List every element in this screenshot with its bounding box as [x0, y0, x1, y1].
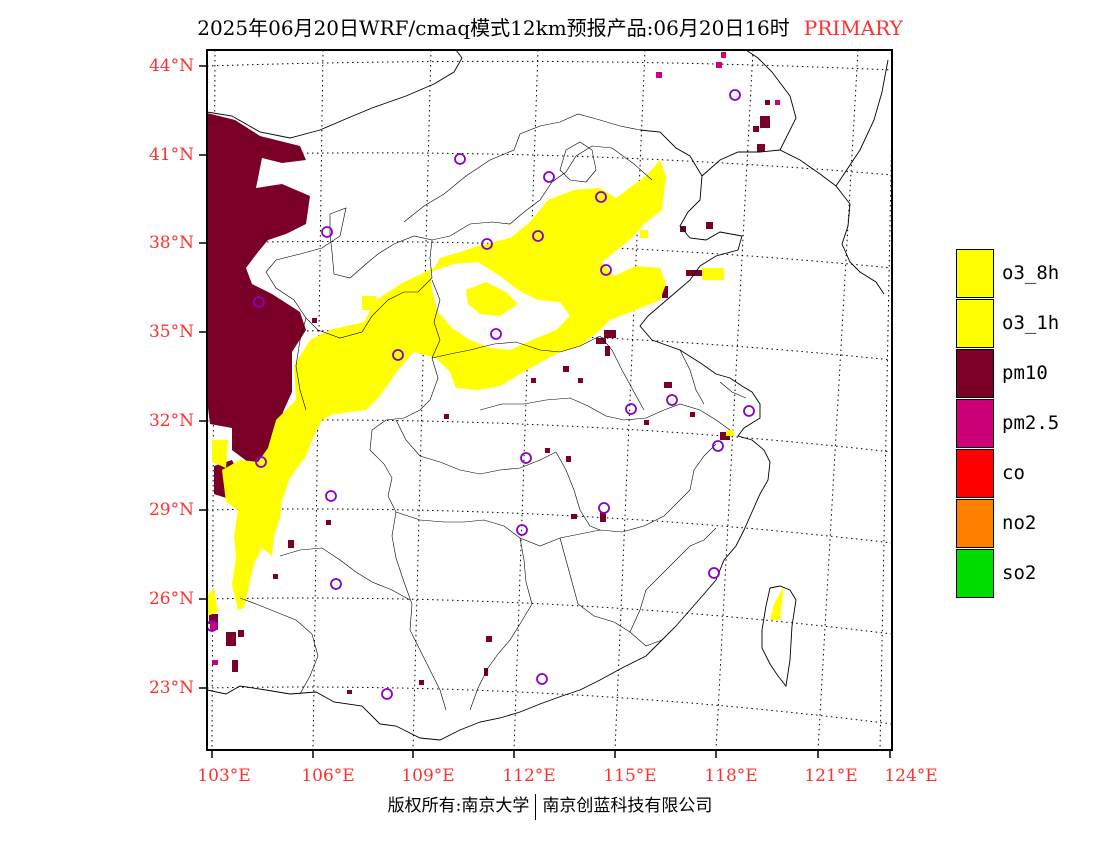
copyright-line: 版权所有:南京大学 南京创蓝科技有限公司 [0, 791, 1100, 820]
legend-label: so2 [1002, 562, 1037, 584]
copyright-separator [535, 793, 537, 820]
copyright-owner: 版权所有:南京大学 [387, 796, 530, 816]
lat-label-38: 38°N [148, 233, 194, 253]
province-borders [239, 113, 747, 711]
city-markers [207, 89, 755, 700]
legend-swatch [956, 249, 994, 298]
legend-swatch [956, 399, 994, 448]
lon-label-103: 103°E [197, 766, 251, 786]
legend-label: pm2.5 [1002, 412, 1060, 434]
legend-label: pm10 [1002, 362, 1048, 384]
lon-label-109: 109°E [401, 766, 455, 786]
lat-label-35: 35°N [148, 322, 194, 342]
lon-label-121: 121°E [804, 766, 858, 786]
lon-label-106: 106°E [301, 766, 355, 786]
boundaries [207, 50, 889, 741]
o3-regions [207, 160, 784, 620]
legend-label: o3_1h [1002, 312, 1060, 334]
title-tag: PRIMARY [803, 16, 903, 40]
map-title: 2025年06月20日WRF/cmaq模式12km预报产品:06月20日16时 P… [0, 12, 1100, 41]
legend-swatch [956, 499, 994, 548]
pm10-regions [207, 100, 770, 694]
lon-label-112: 112°E [502, 766, 556, 786]
pm25-regions [210, 52, 780, 665]
legend-swatch [956, 449, 994, 498]
legend-swatch [956, 549, 994, 598]
legend-label: no2 [1002, 512, 1037, 534]
lon-label-115: 115°E [603, 766, 657, 786]
lat-label-23: 23°N [148, 678, 194, 698]
lat-label-29: 29°N [148, 500, 194, 520]
title-main: 2025年06月20日WRF/cmaq模式12km预报产品:06月20日16时 [197, 16, 790, 40]
legend-label: co [1002, 462, 1025, 484]
lon-label-118: 118°E [704, 766, 758, 786]
axis-ticks [199, 65, 891, 758]
lon-label-124: 124°E [884, 766, 938, 786]
map-frame [206, 49, 893, 751]
legend-label: o3_8h [1002, 262, 1060, 284]
legend-swatch [956, 299, 994, 348]
lat-label-32: 32°N [148, 411, 194, 431]
copyright-company: 南京创蓝科技有限公司 [542, 796, 713, 816]
legend-swatch [956, 349, 994, 398]
lat-label-41: 41°N [148, 145, 194, 165]
lat-label-26: 26°N [148, 589, 194, 609]
lat-label-44: 44°N [148, 56, 194, 76]
